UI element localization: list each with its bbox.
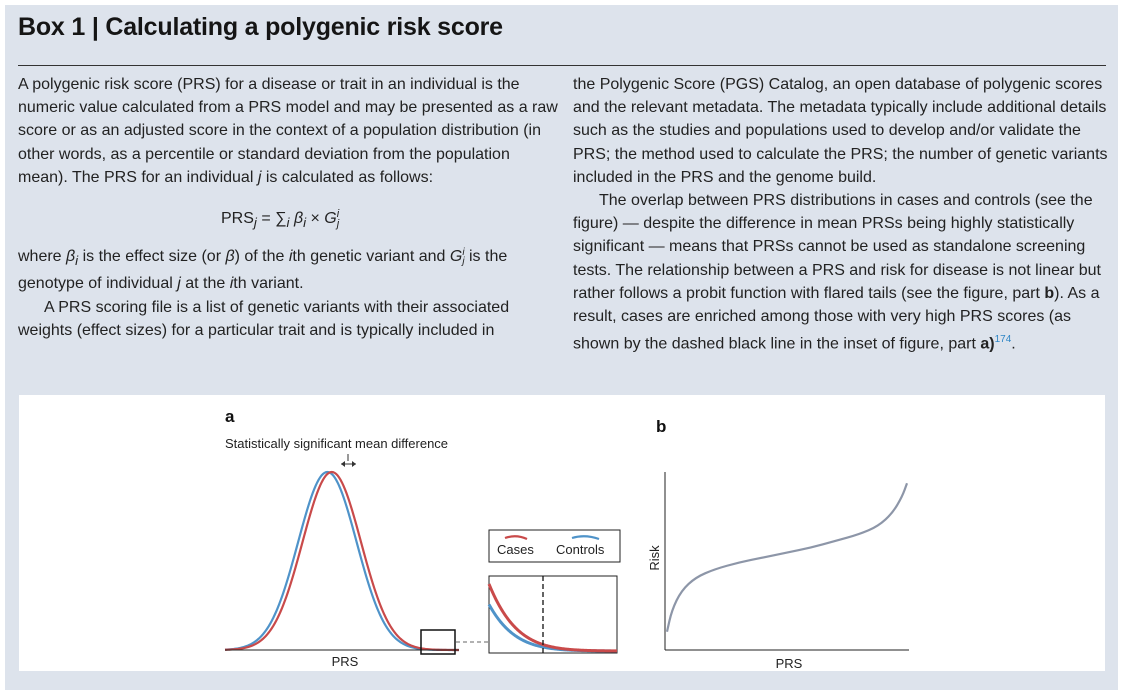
formula-sub-j: j: [253, 215, 257, 231]
mean-difference-arrow: [341, 454, 356, 467]
where-text-g: th variant.: [233, 275, 304, 293]
inset: [487, 575, 618, 654]
box-title: Box 1 | Calculating a polygenic risk sco…: [18, 13, 503, 41]
where-beta2: β: [225, 248, 235, 266]
cases-curve: [224, 470, 460, 652]
where-text-b: is the effect size (or: [78, 248, 226, 266]
panel-b-label: b: [656, 417, 666, 436]
legend-cases-swatch: [504, 535, 528, 541]
where-g: G: [449, 248, 463, 266]
where-beta: β: [66, 248, 76, 266]
title-rule: [18, 65, 1106, 66]
where-i: i: [288, 248, 293, 266]
panel-a-label: a: [225, 407, 235, 426]
where-text: where: [18, 248, 67, 266]
paragraph-pgs-catalog: the Polygenic Score (PGS) Catalog, an op…: [573, 76, 1108, 186]
mean-difference-annotation: Statistically significant mean differenc…: [225, 436, 448, 451]
where-g-sup: i: [462, 246, 465, 258]
risk-curve: [665, 482, 909, 632]
figure-svg: a Statistically significant mean differe…: [224, 407, 909, 671]
inset-cases-curve: [487, 583, 618, 653]
where-beta-sub: i: [75, 253, 79, 269]
where-i2: i: [229, 275, 234, 293]
legend-controls-label: Controls: [556, 542, 605, 557]
formula-sum: = ∑: [256, 210, 287, 228]
formula-beta: β: [293, 210, 304, 228]
overlap-text-a: The overlap between PRS distributions in…: [573, 192, 1101, 302]
tail-highlight-box: [420, 629, 456, 655]
where-text-e: is the genotype of individual: [18, 248, 508, 293]
box-panel: Box 1 | Calculating a polygenic risk sco…: [5, 5, 1118, 690]
where-text-c: ) of the: [234, 248, 289, 266]
legend-controls-swatch: [571, 535, 600, 541]
panel-a-x-label: PRS: [332, 654, 359, 669]
text-column-left: A polygenic risk score (PRS) for a disea…: [18, 73, 563, 342]
figure: a Statistically significant mean differe…: [19, 395, 1105, 671]
formula-beta-sub: i: [303, 215, 307, 231]
formula-sum-index: i: [286, 215, 290, 231]
overlap-text-c: ). As a result, cases are enriched among…: [573, 284, 1100, 353]
formula-g-sub: j: [336, 217, 340, 230]
legend: Cases Controls: [488, 529, 621, 563]
formula-times: ×: [306, 210, 325, 228]
paragraph-scoring-file: A PRS scoring file is a list of genetic …: [18, 298, 510, 339]
intro-text: A polygenic risk score (PRS) for a disea…: [18, 76, 558, 186]
formula-lhs: PRS: [221, 210, 254, 228]
text-column-right: the Polygenic Score (PGS) Catalog, an op…: [573, 73, 1118, 356]
var-j: j: [257, 168, 262, 186]
paragraph-overlap: The overlap between PRS distributions in…: [573, 189, 1118, 356]
overlap-ref-b: b: [1044, 284, 1055, 302]
where-g-sub: j: [462, 255, 465, 267]
paragraph-where: where βi is the effect size (or β) of th…: [18, 245, 563, 296]
where-j: j: [177, 275, 181, 293]
overlap-period: .: [1011, 335, 1016, 353]
intro-end-text: is calculated as follows:: [265, 168, 434, 186]
legend-cases-label: Cases: [497, 542, 534, 557]
formula-g-sup: i: [336, 207, 340, 220]
formula-g: G: [324, 210, 337, 228]
panel-b-x-label: PRS: [776, 656, 803, 671]
controls-curve: [224, 470, 459, 652]
overlap-paren: ): [989, 335, 995, 353]
panel-b-y-label: Risk: [647, 545, 662, 571]
where-text-d: th genetic variant and: [292, 248, 450, 266]
where-text-f: at the: [180, 275, 230, 293]
overlap-ref-a: a: [980, 335, 990, 353]
paragraph-intro: A polygenic risk score (PRS) for a disea…: [18, 73, 563, 189]
citation-link[interactable]: 174: [994, 334, 1012, 346]
